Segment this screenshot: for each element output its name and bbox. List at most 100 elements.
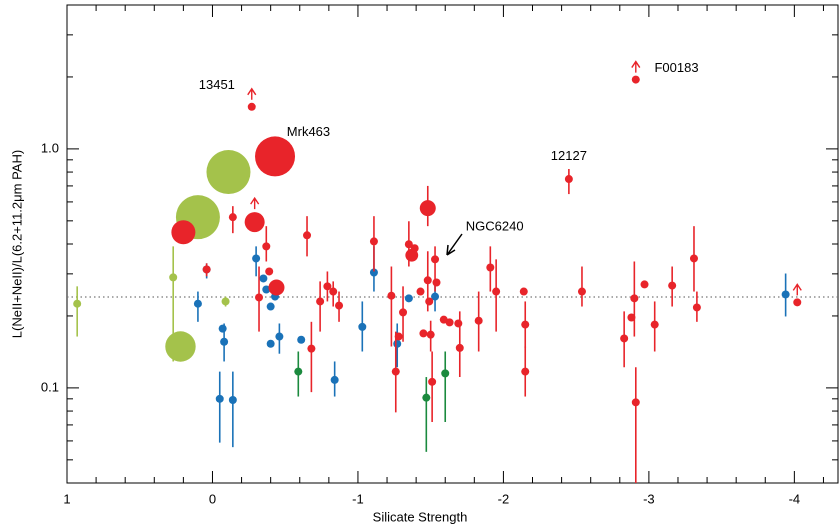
data-point xyxy=(692,303,701,312)
data-point xyxy=(244,212,265,233)
data-point xyxy=(215,394,224,403)
data-point xyxy=(793,298,802,307)
data-point xyxy=(419,200,436,217)
data-point xyxy=(165,331,196,362)
x-tick-label: -1 xyxy=(352,491,364,506)
data-point xyxy=(193,299,202,308)
y-tick-label: 1.0 xyxy=(41,140,59,155)
data-point xyxy=(220,337,229,346)
data-point xyxy=(455,343,464,352)
data-point xyxy=(631,398,640,407)
data-point xyxy=(266,302,275,311)
data-point xyxy=(265,267,274,276)
data-point xyxy=(73,299,82,308)
data-point xyxy=(422,393,431,402)
data-point xyxy=(650,320,659,329)
data-point xyxy=(262,242,271,251)
data-point xyxy=(329,287,338,296)
data-point xyxy=(268,279,285,296)
annotation-arrow xyxy=(446,233,463,256)
data-point xyxy=(781,290,790,299)
data-point xyxy=(492,287,501,296)
x-tick-label: 0 xyxy=(209,491,216,506)
data-point xyxy=(252,254,261,263)
data-point xyxy=(221,297,230,306)
data-point xyxy=(169,273,178,282)
data-point xyxy=(262,285,271,294)
annotation: NGC6240 xyxy=(466,219,524,234)
data-point xyxy=(323,282,332,291)
lower-limit-arrow xyxy=(247,87,257,100)
data-point xyxy=(294,367,303,376)
data-point xyxy=(171,220,196,245)
data-point xyxy=(394,332,403,341)
data-point xyxy=(620,334,629,343)
data-point xyxy=(228,213,237,222)
data-point xyxy=(404,294,413,303)
lower-limit-arrow xyxy=(631,60,641,73)
x-tick-label: -3 xyxy=(643,491,655,506)
data-point xyxy=(486,263,495,272)
data-point xyxy=(689,254,698,263)
data-point xyxy=(335,301,344,310)
data-point xyxy=(404,240,413,249)
data-point xyxy=(577,287,586,296)
data-point xyxy=(416,287,425,296)
data-point xyxy=(275,332,284,341)
data-point xyxy=(369,237,378,246)
data-point xyxy=(206,150,251,195)
data-point xyxy=(255,293,264,302)
annotation: F00183 xyxy=(654,60,698,75)
data-point xyxy=(631,75,640,84)
data-point xyxy=(521,320,530,329)
data-point xyxy=(432,278,441,287)
x-axis-label: Silicate Strength xyxy=(373,509,468,524)
x-tick-label: -2 xyxy=(498,491,510,506)
data-point xyxy=(259,274,268,283)
data-point xyxy=(410,244,419,253)
lower-limit-arrow xyxy=(792,283,802,296)
data-point xyxy=(255,136,296,177)
annotation: 13451 xyxy=(199,77,235,92)
data-point xyxy=(627,313,636,322)
data-point xyxy=(391,367,400,376)
data-point xyxy=(426,330,435,339)
data-point xyxy=(423,276,432,285)
data-point xyxy=(228,395,237,404)
data-point xyxy=(419,329,428,338)
data-point xyxy=(303,231,312,240)
data-point xyxy=(454,319,463,328)
data-point xyxy=(330,375,339,384)
data-point xyxy=(564,175,573,184)
data-point xyxy=(521,367,530,376)
data-point xyxy=(431,292,440,301)
data-point xyxy=(369,268,378,277)
data-point xyxy=(431,255,440,264)
data-point xyxy=(247,102,256,111)
data-point xyxy=(399,308,408,317)
annotation: 12127 xyxy=(551,148,587,163)
data-point xyxy=(297,335,306,344)
data-point xyxy=(202,265,211,274)
data-point xyxy=(218,324,227,333)
lower-limit-arrow xyxy=(250,196,260,210)
data-point xyxy=(387,291,396,300)
y-axis-label: L(NeII+NeII)/L(6.2+11.2μm PAH) xyxy=(9,150,24,338)
data-point xyxy=(668,281,677,290)
annotation: Mrk463 xyxy=(287,124,330,139)
data-point xyxy=(519,287,528,296)
data-point xyxy=(393,339,402,348)
data-point xyxy=(640,280,649,289)
data-point xyxy=(425,297,434,306)
data-point xyxy=(307,344,316,353)
x-tick-label: -4 xyxy=(789,491,801,506)
data-point xyxy=(428,377,437,386)
data-point xyxy=(474,316,483,325)
data-point xyxy=(358,322,367,331)
data-point xyxy=(630,294,639,303)
data-point xyxy=(316,297,325,306)
data-point xyxy=(266,339,275,348)
y-tick-label: 0.1 xyxy=(41,379,59,394)
